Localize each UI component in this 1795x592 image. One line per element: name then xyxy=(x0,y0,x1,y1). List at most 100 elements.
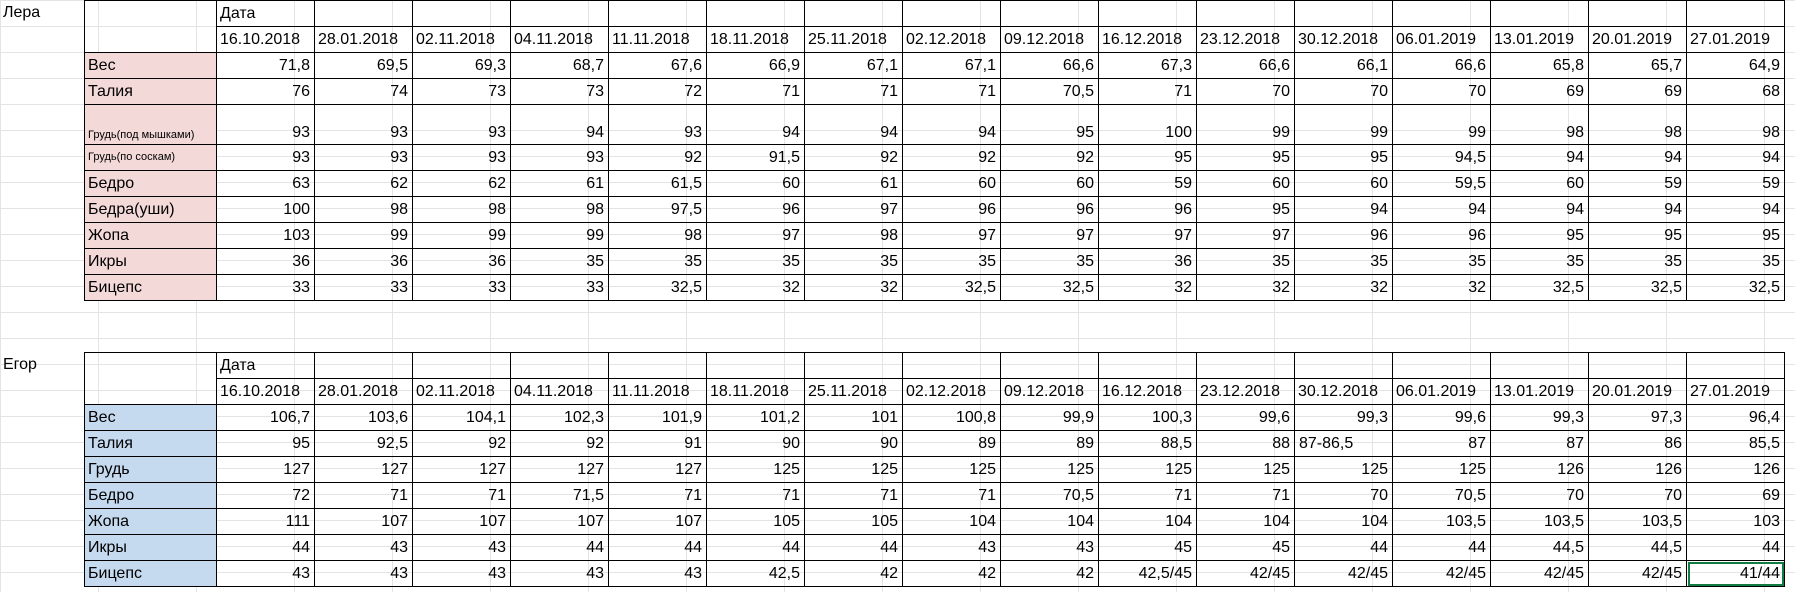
value-cell[interactable]: 35 xyxy=(510,248,609,275)
value-cell[interactable]: 35 xyxy=(1588,248,1687,275)
date-cell[interactable]: 11.11.2018 xyxy=(608,378,707,405)
date-header-cell[interactable]: Дата xyxy=(216,352,315,379)
value-cell[interactable]: 44 xyxy=(706,534,805,561)
empty-header-cell[interactable] xyxy=(510,352,609,379)
value-cell[interactable]: 125 xyxy=(706,456,805,483)
value-cell[interactable]: 93 xyxy=(314,104,413,145)
value-cell[interactable]: 68 xyxy=(1686,78,1785,105)
empty-header-cell[interactable] xyxy=(1196,0,1295,27)
empty-header-cell[interactable] xyxy=(314,0,413,27)
value-cell[interactable]: 69,5 xyxy=(314,52,413,79)
value-cell[interactable]: 32 xyxy=(1196,274,1295,301)
value-cell[interactable]: 60 xyxy=(1196,170,1295,197)
value-cell[interactable]: 43 xyxy=(216,560,315,587)
value-cell[interactable]: 42/45 xyxy=(1294,560,1393,587)
value-cell[interactable]: 70 xyxy=(1294,482,1393,509)
section-label-egor[interactable]: Егор xyxy=(3,356,37,373)
value-cell[interactable]: 33 xyxy=(216,274,315,301)
empty-header-cell[interactable] xyxy=(412,352,511,379)
value-cell[interactable]: 97 xyxy=(804,196,903,223)
date-cell[interactable]: 04.11.2018 xyxy=(510,378,609,405)
value-cell[interactable]: 92,5 xyxy=(314,430,413,457)
value-cell[interactable]: 42,5/45 xyxy=(1098,560,1197,587)
value-cell[interactable]: 65,7 xyxy=(1588,52,1687,79)
value-cell[interactable]: 70,5 xyxy=(1000,78,1099,105)
date-cell[interactable]: 16.12.2018 xyxy=(1098,378,1197,405)
value-cell[interactable]: 71 xyxy=(608,482,707,509)
value-cell[interactable]: 36 xyxy=(216,248,315,275)
value-cell[interactable]: 32,5 xyxy=(902,274,1001,301)
row-label-cell[interactable]: Бедро xyxy=(84,170,217,197)
value-cell[interactable]: 43 xyxy=(412,534,511,561)
value-cell[interactable]: 35 xyxy=(902,248,1001,275)
value-cell[interactable]: 72 xyxy=(216,482,315,509)
value-cell[interactable]: 97 xyxy=(1098,222,1197,249)
value-cell[interactable]: 62 xyxy=(314,170,413,197)
value-cell[interactable]: 61,5 xyxy=(608,170,707,197)
value-cell[interactable]: 63 xyxy=(216,170,315,197)
value-cell[interactable]: 43 xyxy=(1000,534,1099,561)
row-label-cell[interactable]: Бедра(уши) xyxy=(84,196,217,223)
value-cell[interactable]: 71,8 xyxy=(216,52,315,79)
value-cell[interactable]: 97,5 xyxy=(608,196,707,223)
value-cell[interactable]: 125 xyxy=(902,456,1001,483)
row-label-cell[interactable]: Бицепс xyxy=(84,274,217,301)
value-cell[interactable]: 73 xyxy=(510,78,609,105)
date-cell[interactable]: 06.01.2019 xyxy=(1392,26,1491,53)
value-cell[interactable]: 104 xyxy=(1098,508,1197,535)
row-label-cell[interactable]: Вес xyxy=(84,52,217,79)
value-cell[interactable]: 94 xyxy=(1490,196,1589,223)
value-cell[interactable]: 44 xyxy=(510,534,609,561)
value-cell[interactable]: 94 xyxy=(804,104,903,145)
value-cell[interactable]: 98 xyxy=(510,196,609,223)
empty-header-cell[interactable] xyxy=(706,352,805,379)
value-cell[interactable]: 70 xyxy=(1490,482,1589,509)
value-cell[interactable]: 69,3 xyxy=(412,52,511,79)
value-cell[interactable]: 69 xyxy=(1686,482,1785,509)
value-cell[interactable]: 94 xyxy=(902,104,1001,145)
value-cell[interactable]: 71 xyxy=(804,482,903,509)
empty-header-cell[interactable] xyxy=(1098,352,1197,379)
value-cell[interactable]: 98 xyxy=(1490,104,1589,145)
row-label-cell[interactable]: Грудь(под мышками) xyxy=(84,104,217,145)
value-cell[interactable]: 97 xyxy=(1196,222,1295,249)
value-cell[interactable]: 126 xyxy=(1686,456,1785,483)
date-cell[interactable]: 13.01.2019 xyxy=(1490,26,1589,53)
value-cell[interactable]: 71 xyxy=(314,482,413,509)
date-cell[interactable]: 20.01.2019 xyxy=(1588,378,1687,405)
value-cell[interactable]: 90 xyxy=(706,430,805,457)
value-cell[interactable]: 96 xyxy=(902,196,1001,223)
value-cell[interactable]: 44 xyxy=(804,534,903,561)
date-cell[interactable]: 02.11.2018 xyxy=(412,378,511,405)
value-cell[interactable]: 33 xyxy=(510,274,609,301)
value-cell[interactable]: 35 xyxy=(1392,248,1491,275)
value-cell[interactable]: 104 xyxy=(1294,508,1393,535)
value-cell[interactable]: 70 xyxy=(1294,78,1393,105)
value-cell[interactable]: 42/45 xyxy=(1588,560,1687,587)
value-cell[interactable]: 71 xyxy=(804,78,903,105)
value-cell[interactable]: 35 xyxy=(804,248,903,275)
value-cell[interactable]: 127 xyxy=(314,456,413,483)
value-cell[interactable]: 71 xyxy=(902,78,1001,105)
value-cell[interactable]: 43 xyxy=(902,534,1001,561)
value-cell[interactable]: 98 xyxy=(1686,104,1785,145)
value-cell[interactable]: 104 xyxy=(1000,508,1099,535)
value-cell[interactable]: 98 xyxy=(804,222,903,249)
date-cell[interactable]: 28.01.2018 xyxy=(314,26,413,53)
value-cell[interactable]: 93 xyxy=(216,104,315,145)
date-cell[interactable]: 27.01.2019 xyxy=(1686,26,1785,53)
value-cell[interactable]: 85,5 xyxy=(1686,430,1785,457)
empty-header-cell[interactable] xyxy=(1392,0,1491,27)
value-cell[interactable]: 100,3 xyxy=(1098,404,1197,431)
value-cell[interactable]: 44 xyxy=(1294,534,1393,561)
empty-header-cell[interactable] xyxy=(1686,352,1785,379)
value-cell[interactable]: 99,6 xyxy=(1196,404,1295,431)
value-cell[interactable]: 103 xyxy=(216,222,315,249)
value-cell[interactable]: 99,3 xyxy=(1490,404,1589,431)
value-cell[interactable]: 100 xyxy=(216,196,315,223)
value-cell[interactable]: 59,5 xyxy=(1392,170,1491,197)
value-cell[interactable]: 101,2 xyxy=(706,404,805,431)
value-cell[interactable]: 35 xyxy=(608,248,707,275)
value-cell[interactable]: 97 xyxy=(902,222,1001,249)
value-cell[interactable]: 70 xyxy=(1588,482,1687,509)
